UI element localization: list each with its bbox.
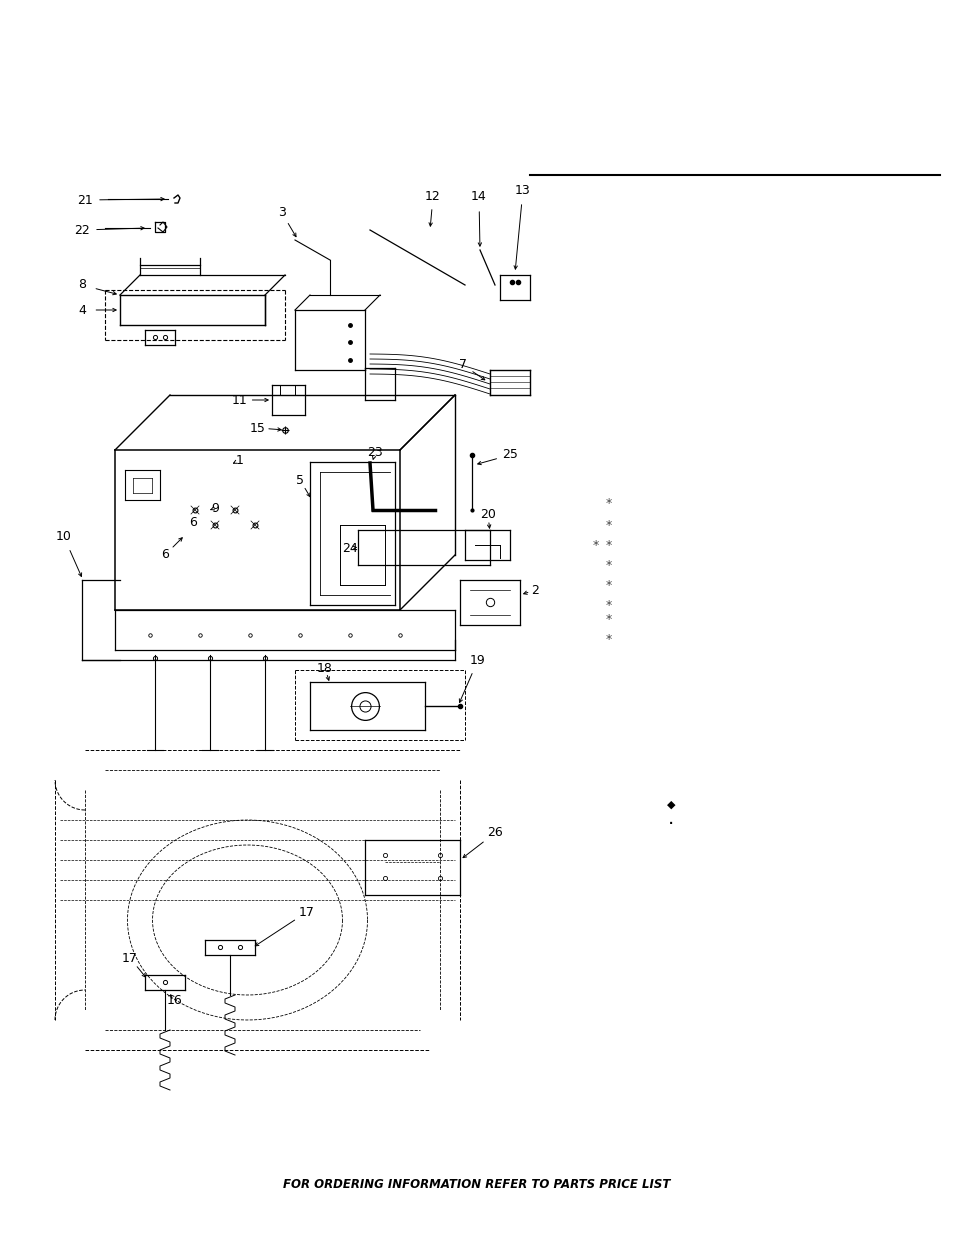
Text: 11: 11 xyxy=(232,394,248,406)
Text: 8: 8 xyxy=(78,279,86,291)
Text: 7: 7 xyxy=(458,358,467,372)
Text: *: * xyxy=(605,578,612,592)
Text: 2: 2 xyxy=(531,583,538,597)
Text: *: * xyxy=(605,519,612,531)
Text: 23: 23 xyxy=(367,447,382,459)
Text: 17: 17 xyxy=(122,951,138,965)
Text: 9: 9 xyxy=(211,501,218,515)
Text: ◆: ◆ xyxy=(666,800,675,810)
Text: 24: 24 xyxy=(342,541,357,555)
Text: 19: 19 xyxy=(470,653,485,667)
Text: 16: 16 xyxy=(167,993,183,1007)
Text: 3: 3 xyxy=(277,206,286,220)
Text: FOR ORDERING INFORMATION REFER TO PARTS PRICE LIST: FOR ORDERING INFORMATION REFER TO PARTS … xyxy=(283,1178,670,1192)
Text: *: * xyxy=(592,538,598,552)
Text: *: * xyxy=(605,496,612,510)
Text: 21: 21 xyxy=(77,194,92,206)
Text: ·: · xyxy=(667,815,674,835)
Text: 20: 20 xyxy=(479,509,496,521)
Text: *: * xyxy=(605,599,612,611)
Text: 15: 15 xyxy=(250,421,266,435)
Text: 1: 1 xyxy=(235,453,244,467)
Text: 13: 13 xyxy=(515,184,530,196)
Text: 22: 22 xyxy=(74,224,90,236)
Text: 6: 6 xyxy=(161,548,169,562)
Text: *: * xyxy=(605,614,612,626)
Text: 4: 4 xyxy=(78,304,86,316)
Text: 17: 17 xyxy=(298,905,314,919)
Text: 10: 10 xyxy=(56,531,71,543)
Text: 25: 25 xyxy=(501,448,517,462)
Text: 18: 18 xyxy=(316,662,333,674)
Text: 12: 12 xyxy=(425,190,440,204)
Text: 26: 26 xyxy=(487,826,502,840)
Text: 6: 6 xyxy=(189,516,196,530)
Text: 14: 14 xyxy=(471,190,486,204)
Text: *: * xyxy=(605,634,612,646)
Text: *: * xyxy=(605,538,612,552)
Text: *: * xyxy=(605,558,612,572)
Text: 5: 5 xyxy=(295,473,304,487)
